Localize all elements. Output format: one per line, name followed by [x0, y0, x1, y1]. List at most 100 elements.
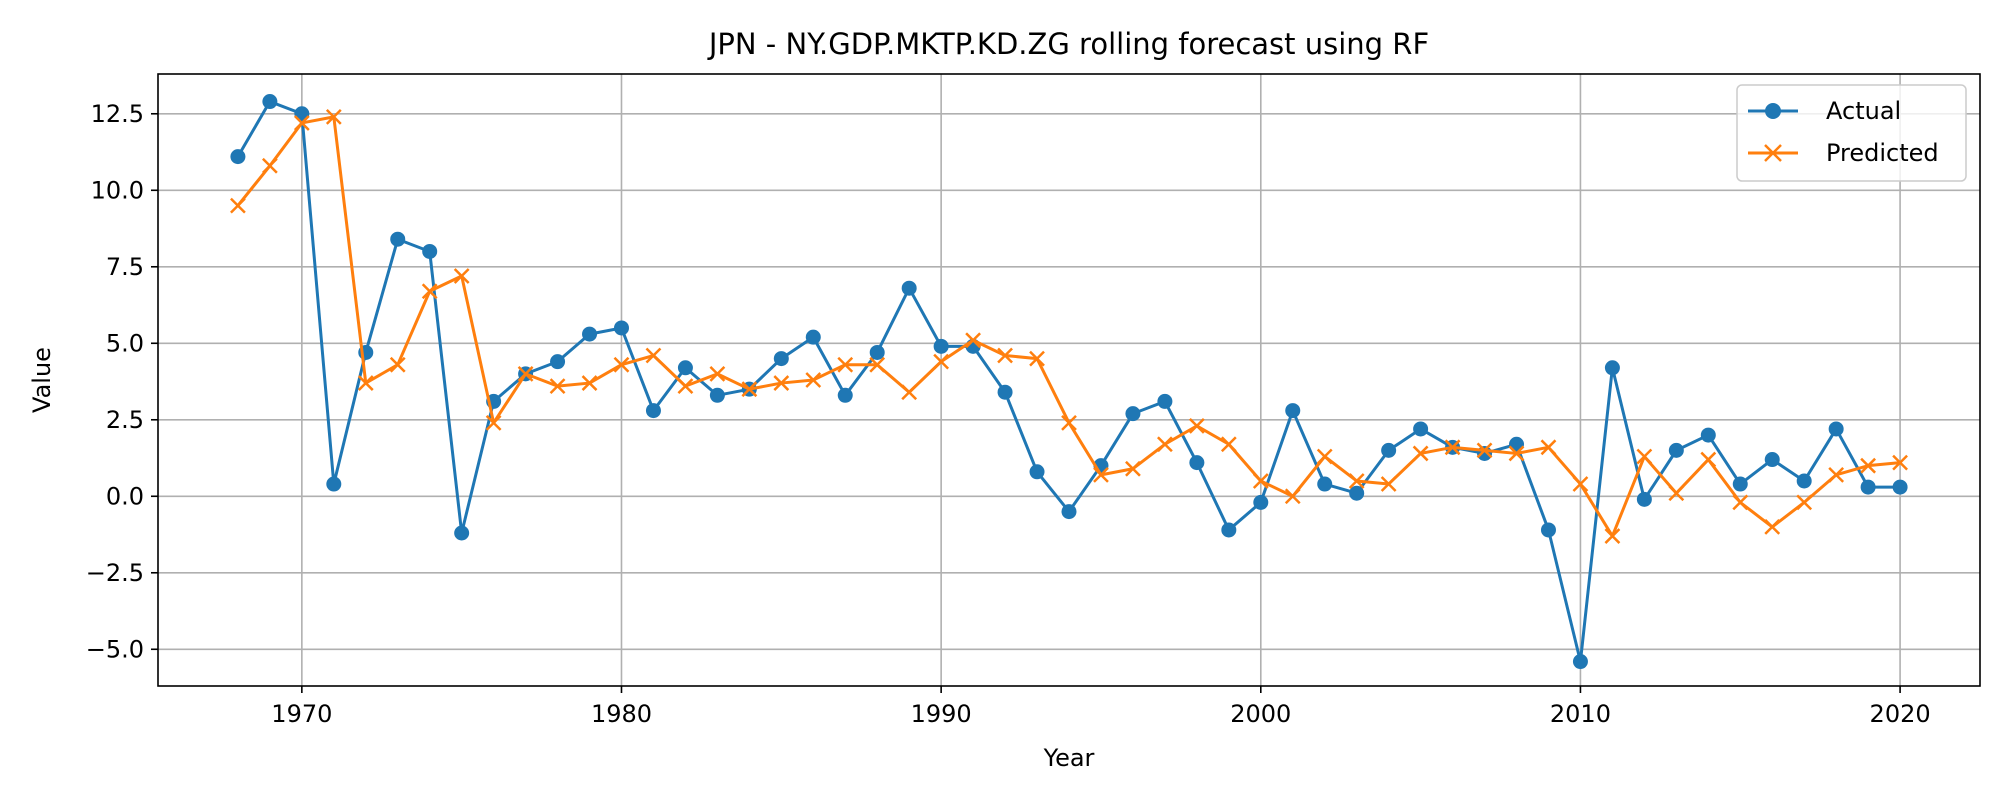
- data-point-actual: [1732, 476, 1748, 492]
- data-point-predicted: [901, 384, 918, 401]
- data-point-predicted: [230, 197, 246, 214]
- data-point-predicted: [997, 347, 1013, 364]
- data-point-actual: [1796, 473, 1812, 489]
- data-point-actual: [1061, 504, 1077, 520]
- data-point-predicted: [389, 356, 406, 373]
- x-tick-label: 1970: [271, 700, 332, 728]
- data-point-actual: [901, 280, 917, 296]
- y-tick-label: 12.5: [91, 100, 144, 128]
- series-layer: [230, 94, 1908, 670]
- data-point-predicted: [581, 375, 598, 391]
- data-point-predicted: [1093, 466, 1109, 483]
- data-point-actual: [1381, 442, 1397, 458]
- data-point-actual: [1125, 406, 1141, 422]
- data-point-predicted: [357, 375, 374, 391]
- data-point-actual: [1413, 421, 1429, 437]
- data-point-predicted: [1252, 473, 1269, 489]
- x-axis-label: Year: [1043, 744, 1095, 772]
- chart-title: JPN - NY.GDP.MKTP.KD.ZG rolling forecast…: [707, 27, 1429, 61]
- data-point-predicted: [325, 108, 342, 125]
- data-point-actual: [1700, 427, 1716, 443]
- data-point-actual: [869, 344, 885, 360]
- data-point-predicted: [1604, 528, 1621, 544]
- data-point-actual: [422, 243, 438, 259]
- data-point-predicted: [1125, 460, 1141, 477]
- data-point-predicted: [1636, 448, 1653, 465]
- data-point-actual: [773, 351, 789, 367]
- data-point-actual: [1221, 522, 1237, 538]
- x-tick-label: 2020: [1870, 700, 1931, 728]
- data-point-actual: [454, 525, 470, 541]
- data-point-actual: [613, 320, 629, 336]
- data-point-actual: [1540, 522, 1556, 538]
- data-point-actual: [1860, 479, 1876, 495]
- plot-area-frame: [157, 73, 1981, 687]
- data-point-actual: [1477, 445, 1493, 461]
- data-point-actual: [1892, 479, 1908, 495]
- data-point-predicted: [517, 365, 534, 382]
- legend-actual-marker: [1765, 103, 1781, 119]
- x-tick-label: 1980: [591, 700, 652, 728]
- data-point-actual: [805, 329, 821, 345]
- data-point-actual: [645, 403, 661, 419]
- data-point-actual: [933, 338, 949, 354]
- data-point-actual: [1317, 476, 1333, 492]
- data-point-actual: [1572, 654, 1588, 670]
- data-point-actual: [837, 387, 853, 403]
- data-point-predicted: [1029, 350, 1045, 367]
- data-point-actual: [677, 360, 693, 376]
- data-point-actual: [262, 94, 278, 110]
- data-point-actual: [1604, 360, 1620, 376]
- x-tick-label: 2010: [1550, 700, 1611, 728]
- data-point-predicted: [709, 365, 726, 382]
- legend-box: [1736, 84, 1967, 182]
- data-point-actual: [390, 231, 406, 247]
- data-point-actual: [1349, 485, 1365, 501]
- data-point-predicted: [933, 353, 950, 370]
- data-point-actual: [1029, 464, 1045, 480]
- legend-predicted-marker: [1764, 144, 1782, 162]
- data-point-predicted: [869, 356, 886, 373]
- y-tick-label: 0.0: [106, 482, 144, 510]
- data-point-predicted: [421, 283, 438, 300]
- data-point-actual: [582, 326, 598, 342]
- x-tick-label: 2000: [1230, 700, 1291, 728]
- y-tick-label: −5.0: [86, 635, 144, 663]
- data-point-predicted: [1764, 518, 1781, 535]
- data-point-predicted: [1061, 414, 1077, 431]
- data-point-actual: [709, 387, 725, 403]
- x-tick-label: 1990: [911, 700, 972, 728]
- data-point-predicted: [485, 414, 502, 431]
- data-point-predicted: [1188, 418, 1205, 434]
- data-point-actual: [1828, 421, 1844, 437]
- data-point-predicted: [261, 157, 278, 174]
- data-point-predicted: [837, 356, 854, 373]
- data-point-predicted: [1540, 439, 1557, 456]
- data-point-predicted: [613, 356, 630, 373]
- tick-layer: 1970 1980 1990 2000 2010 2020 −5.0 −2.5 0.0 2.5 5.…: [86, 100, 1931, 728]
- data-point-actual: [1764, 452, 1780, 468]
- legend: Actual Predicted: [1736, 84, 1967, 182]
- data-point-actual: [230, 149, 246, 165]
- data-point-actual: [1157, 393, 1173, 409]
- data-point-actual: [326, 476, 342, 492]
- data-point-actual: [997, 384, 1013, 400]
- data-point-predicted: [1700, 451, 1717, 468]
- data-point-predicted: [1380, 476, 1397, 492]
- data-point-actual: [1253, 494, 1269, 510]
- data-point-actual: [1668, 442, 1684, 458]
- data-point-predicted: [1732, 494, 1749, 511]
- y-tick-label: 7.5: [106, 253, 144, 281]
- data-point-actual: [1285, 403, 1301, 419]
- data-point-predicted: [741, 381, 758, 398]
- data-point-predicted: [1220, 436, 1237, 453]
- legend-predicted-label: Predicted: [1826, 139, 1939, 167]
- data-point-actual: [550, 354, 566, 370]
- series-predicted: [230, 108, 1908, 544]
- data-point-predicted: [293, 115, 310, 131]
- data-point-predicted: [645, 347, 662, 364]
- data-point-predicted: [1508, 445, 1525, 462]
- data-point-predicted: [1284, 488, 1301, 505]
